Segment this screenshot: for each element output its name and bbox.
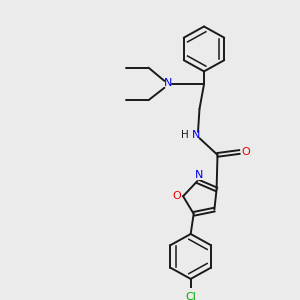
Text: H: H: [181, 130, 189, 140]
Text: O: O: [172, 191, 181, 201]
Text: N: N: [164, 78, 172, 88]
Text: N: N: [195, 170, 203, 180]
Text: Cl: Cl: [185, 292, 196, 300]
Text: O: O: [241, 147, 250, 157]
Text: N: N: [192, 130, 200, 140]
